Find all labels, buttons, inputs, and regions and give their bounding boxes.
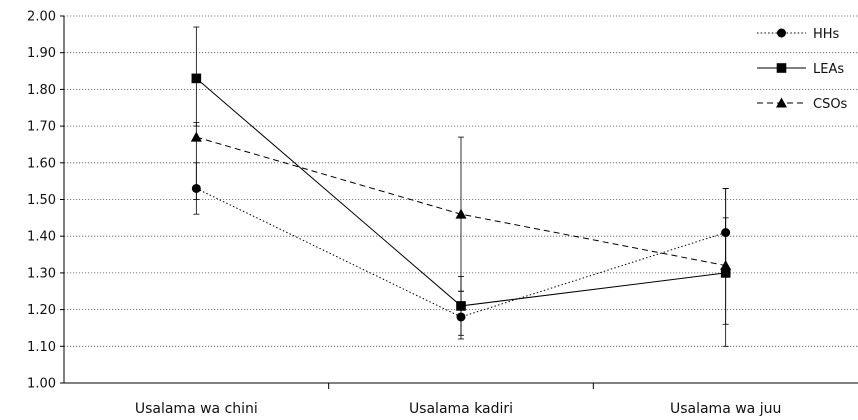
series-markers [190, 73, 732, 322]
axes: 1.00 1.10 1.20 1.30 1.40 1.50 1.60 1.70 1.80 1.90… [27, 10, 858, 417]
error-bars [193, 26, 729, 347]
legend-label-leas: LEAs [813, 62, 844, 77]
legend: HHs LEAs CSOs [757, 27, 848, 112]
x-tick-label: Usalama wa chini [135, 401, 258, 417]
x-tick-label: Usalama kadiri [409, 401, 513, 417]
y-tick-label: 1.40 [27, 230, 56, 245]
legend-item-leas: LEAs [757, 62, 844, 77]
legend-label-hhs: HHs [813, 27, 840, 42]
x-tick-label: Usalama wa juu [670, 401, 781, 417]
point-csos [190, 131, 202, 142]
y-tick-label: 1.20 [27, 303, 56, 318]
y-tick-label: 2.00 [27, 10, 56, 25]
y-tick-label: 1.50 [27, 193, 56, 208]
point-leas [456, 301, 466, 311]
y-tick-label: 1.10 [27, 340, 56, 355]
point-csos [720, 260, 732, 271]
point-hhs [191, 183, 201, 193]
legend-label-csos: CSOs [813, 97, 848, 112]
legend-marker-hhs [777, 28, 786, 38]
legend-item-hhs: HHs [757, 27, 840, 42]
y-tick-label: 1.90 [27, 46, 56, 61]
point-leas [720, 268, 731, 278]
point-leas [191, 73, 202, 84]
y-tick-label: 1.00 [27, 377, 56, 392]
y-tick-label: 1.70 [27, 120, 56, 135]
legend-marker-csos [776, 97, 787, 108]
point-hhs [456, 312, 466, 322]
point-csos [455, 208, 467, 219]
point-hhs [721, 228, 731, 238]
y-tick-label: 1.60 [27, 156, 56, 171]
y-tick-label: 1.80 [27, 83, 56, 98]
legend-item-csos: CSOs [757, 97, 848, 112]
y-tick-label: 1.30 [27, 266, 56, 281]
legend-marker-leas [776, 63, 787, 73]
